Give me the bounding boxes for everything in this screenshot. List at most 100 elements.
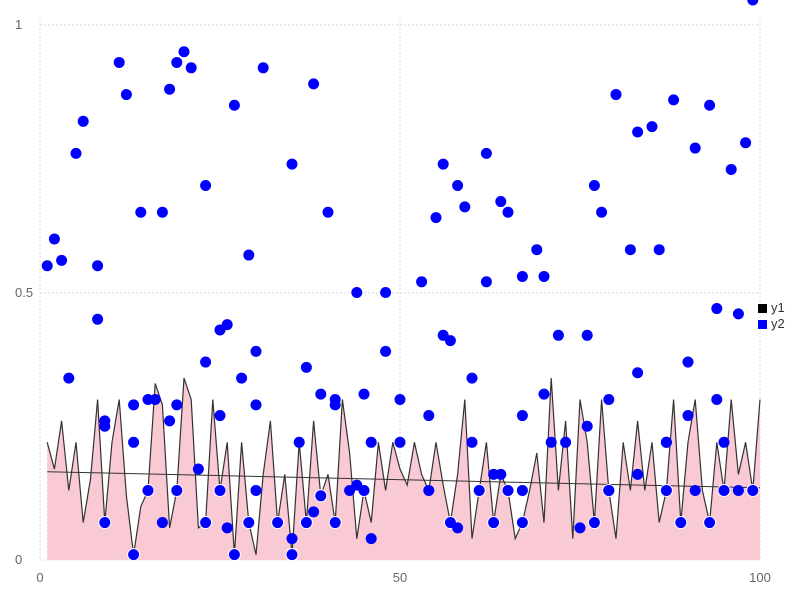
scatter-point-y2[interactable] <box>171 57 182 68</box>
scatter-point-y2[interactable] <box>459 201 470 212</box>
scatter-point-y2[interactable] <box>308 506 319 517</box>
scatter-point-y2[interactable] <box>603 394 614 405</box>
trough-marker-dot[interactable] <box>503 485 514 496</box>
scatter-point-y2[interactable] <box>452 180 463 191</box>
scatter-point-y2[interactable] <box>287 159 298 170</box>
scatter-point-y2[interactable] <box>690 485 701 496</box>
scatter-point-y2[interactable] <box>78 116 89 127</box>
scatter-point-y2[interactable] <box>164 84 175 95</box>
scatter-point-y2[interactable] <box>215 410 226 421</box>
scatter-point-y2[interactable] <box>366 437 377 448</box>
scatter-point-y2[interactable] <box>560 437 571 448</box>
scatter-point-y2[interactable] <box>49 234 60 245</box>
scatter-point-y2[interactable] <box>315 389 326 400</box>
scatter-point-y2[interactable] <box>539 271 550 282</box>
scatter-point-y2[interactable] <box>539 389 550 400</box>
scatter-point-y2[interactable] <box>661 437 672 448</box>
scatter-point-y2[interactable] <box>517 410 528 421</box>
scatter-point-y2[interactable] <box>251 399 262 410</box>
scatter-point-y2[interactable] <box>503 207 514 218</box>
scatter-point-y2[interactable] <box>726 164 737 175</box>
scatter-point-y2[interactable] <box>632 127 643 138</box>
trough-marker-dot[interactable] <box>143 485 154 496</box>
scatter-point-y2[interactable] <box>431 212 442 223</box>
scatter-point-y2[interactable] <box>647 121 658 132</box>
scatter-point-y2[interactable] <box>582 330 593 341</box>
scatter-point-y2[interactable] <box>157 207 168 218</box>
trough-marker-dot[interactable] <box>474 485 485 496</box>
scatter-point-y2[interactable] <box>517 485 528 496</box>
scatter-point-y2[interactable] <box>351 287 362 298</box>
trough-marker-dot[interactable] <box>128 549 139 560</box>
scatter-point-y2[interactable] <box>157 517 168 528</box>
scatter-point-y2[interactable] <box>359 389 370 400</box>
scatter-point-y2[interactable] <box>323 207 334 218</box>
scatter-point-y2[interactable] <box>582 421 593 432</box>
scatter-point-y2[interactable] <box>416 276 427 287</box>
scatter-point-y2[interactable] <box>92 314 103 325</box>
scatter-point-y2[interactable] <box>517 271 528 282</box>
scatter-point-y2[interactable] <box>596 207 607 218</box>
legend-label-y1[interactable]: y1 <box>771 300 785 315</box>
scatter-point-y2[interactable] <box>603 485 614 496</box>
trough-marker-dot[interactable] <box>99 517 110 528</box>
trough-marker-dot[interactable] <box>171 485 182 496</box>
scatter-point-y2[interactable] <box>222 319 233 330</box>
scatter-point-y2[interactable] <box>553 330 564 341</box>
legend-swatch-y2[interactable] <box>758 320 767 329</box>
scatter-point-y2[interactable] <box>56 255 67 266</box>
scatter-point-y2[interactable] <box>150 394 161 405</box>
scatter-point-y2[interactable] <box>683 357 694 368</box>
scatter-point-y2[interactable] <box>481 276 492 287</box>
scatter-point-y2[interactable] <box>380 287 391 298</box>
trough-marker-dot[interactable] <box>243 517 254 528</box>
scatter-point-y2[interactable] <box>92 260 103 271</box>
scatter-point-y2[interactable] <box>251 485 262 496</box>
trough-marker-dot[interactable] <box>517 517 528 528</box>
scatter-point-y2[interactable] <box>222 522 233 533</box>
scatter-point-y2[interactable] <box>193 464 204 475</box>
scatter-point-y2[interactable] <box>438 159 449 170</box>
trough-marker-dot[interactable] <box>704 517 715 528</box>
scatter-point-y2[interactable] <box>179 46 190 57</box>
scatter-point-y2[interactable] <box>690 143 701 154</box>
scatter-point-y2[interactable] <box>632 367 643 378</box>
trough-marker-dot[interactable] <box>229 549 240 560</box>
scatter-point-y2[interactable] <box>380 346 391 357</box>
trough-marker-dot[interactable] <box>301 517 312 528</box>
legend-swatch-y1[interactable] <box>758 304 767 313</box>
scatter-point-y2[interactable] <box>575 522 586 533</box>
trough-marker-dot[interactable] <box>272 517 283 528</box>
scatter-point-y2[interactable] <box>733 485 744 496</box>
scatter-point-y2[interactable] <box>200 357 211 368</box>
scatter-point-y2[interactable] <box>445 335 456 346</box>
scatter-point-y2[interactable] <box>186 62 197 73</box>
scatter-point-y2[interactable] <box>344 485 355 496</box>
trough-marker-dot[interactable] <box>661 485 672 496</box>
scatter-point-y2[interactable] <box>287 533 298 544</box>
legend-label-y2[interactable]: y2 <box>771 316 785 331</box>
scatter-point-y2[interactable] <box>200 180 211 191</box>
scatter-point-y2[interactable] <box>243 250 254 261</box>
scatter-point-y2[interactable] <box>611 89 622 100</box>
scatter-point-y2[interactable] <box>128 399 139 410</box>
trough-marker-dot[interactable] <box>215 485 226 496</box>
scatter-point-y2[interactable] <box>747 0 758 6</box>
scatter-point-y2[interactable] <box>366 533 377 544</box>
trough-marker-dot[interactable] <box>719 485 730 496</box>
scatter-point-y2[interactable] <box>99 415 110 426</box>
trough-marker-dot[interactable] <box>200 517 211 528</box>
scatter-point-y2[interactable] <box>531 244 542 255</box>
scatter-point-y2[interactable] <box>135 207 146 218</box>
scatter-point-y2[interactable] <box>632 469 643 480</box>
scatter-point-y2[interactable] <box>668 94 679 105</box>
scatter-point-y2[interactable] <box>330 399 341 410</box>
scatter-point-y2[interactable] <box>719 437 730 448</box>
scatter-point-y2[interactable] <box>654 244 665 255</box>
scatter-point-y2[interactable] <box>546 437 557 448</box>
trough-marker-dot[interactable] <box>315 490 326 501</box>
scatter-point-y2[interactable] <box>423 410 434 421</box>
scatter-point-y2[interactable] <box>301 362 312 373</box>
scatter-point-y2[interactable] <box>740 137 751 148</box>
scatter-point-y2[interactable] <box>294 437 305 448</box>
